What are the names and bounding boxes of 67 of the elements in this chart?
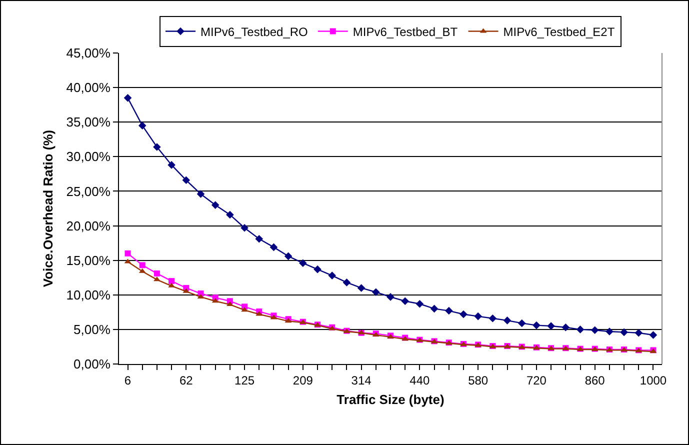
x-tick-label: 209 (292, 373, 314, 388)
point (196, 190, 205, 198)
point (416, 300, 424, 308)
y-axis-title: Voice.Overhead Ratio (%) (40, 130, 56, 288)
point (299, 259, 307, 267)
point (401, 297, 409, 306)
point (168, 161, 176, 169)
point (634, 329, 643, 337)
x-tick-label: 1000 (640, 373, 667, 388)
point (460, 310, 468, 318)
point (518, 319, 526, 328)
point (649, 331, 658, 339)
point (255, 235, 264, 243)
legend-label: MIPv6_Testbed_BT (352, 24, 458, 39)
y-tick-label: 25,00% (66, 184, 111, 199)
point (211, 201, 220, 209)
x-tick-label: 125 (234, 373, 255, 388)
point (590, 326, 599, 334)
point (430, 304, 438, 313)
point (314, 265, 322, 274)
y-tick-label: 35,00% (66, 114, 111, 130)
x-tick-label: 580 (468, 373, 488, 388)
x-axis-title: Traffic Size (byte) (336, 392, 444, 407)
point (532, 321, 540, 330)
point (328, 272, 336, 280)
x-tick-label: 440 (410, 373, 430, 388)
point (342, 278, 351, 286)
x-tick-label: 860 (584, 373, 606, 388)
y-tick-label: 0,00% (74, 356, 111, 372)
point (168, 278, 175, 284)
y-tick-label: 40,00% (66, 80, 111, 96)
x-tick-label: 6 (124, 373, 132, 388)
y-tick-label: 20,00% (66, 218, 111, 234)
point (182, 176, 190, 184)
point (474, 312, 482, 320)
y-tick-label: 45,00% (66, 46, 111, 61)
point (386, 293, 394, 301)
point (124, 94, 132, 102)
x-tick-label: 314 (351, 373, 372, 388)
point (153, 143, 161, 151)
point (606, 328, 614, 336)
point (620, 328, 628, 336)
point (503, 316, 512, 324)
point (444, 306, 453, 315)
point (284, 252, 292, 260)
point (240, 224, 248, 232)
y-tick-label: 15,00% (66, 252, 111, 268)
point (357, 284, 366, 292)
legend-label: MIPv6_Testbed_RO (200, 24, 308, 39)
point (576, 326, 584, 334)
legend-label: MIPv6_Testbed_E2T (503, 24, 616, 39)
point (562, 323, 570, 332)
point (226, 210, 234, 219)
point (139, 262, 146, 268)
point (270, 243, 278, 252)
point (241, 307, 248, 312)
point (138, 122, 146, 130)
x-tick-label: 62 (179, 373, 194, 388)
point (124, 250, 131, 256)
point (488, 314, 497, 322)
point (547, 322, 555, 330)
y-tick-label: 30,00% (66, 149, 111, 164)
point (154, 270, 160, 276)
x-tick-label: 720 (526, 373, 547, 388)
y-tick-label: 5,00% (74, 322, 111, 337)
y-tick-label: 10,00% (66, 287, 111, 302)
point (372, 288, 380, 296)
